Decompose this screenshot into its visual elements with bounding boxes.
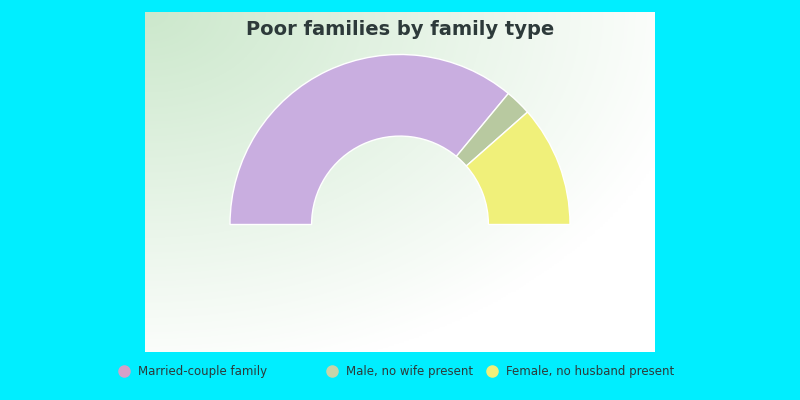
Wedge shape <box>466 112 570 224</box>
Wedge shape <box>456 94 527 166</box>
Text: Poor families by family type: Poor families by family type <box>246 20 554 39</box>
Text: Male, no wife present: Male, no wife present <box>346 365 474 378</box>
Text: Married-couple family: Married-couple family <box>138 365 267 378</box>
Text: Female, no husband present: Female, no husband present <box>506 365 674 378</box>
Wedge shape <box>230 54 508 224</box>
